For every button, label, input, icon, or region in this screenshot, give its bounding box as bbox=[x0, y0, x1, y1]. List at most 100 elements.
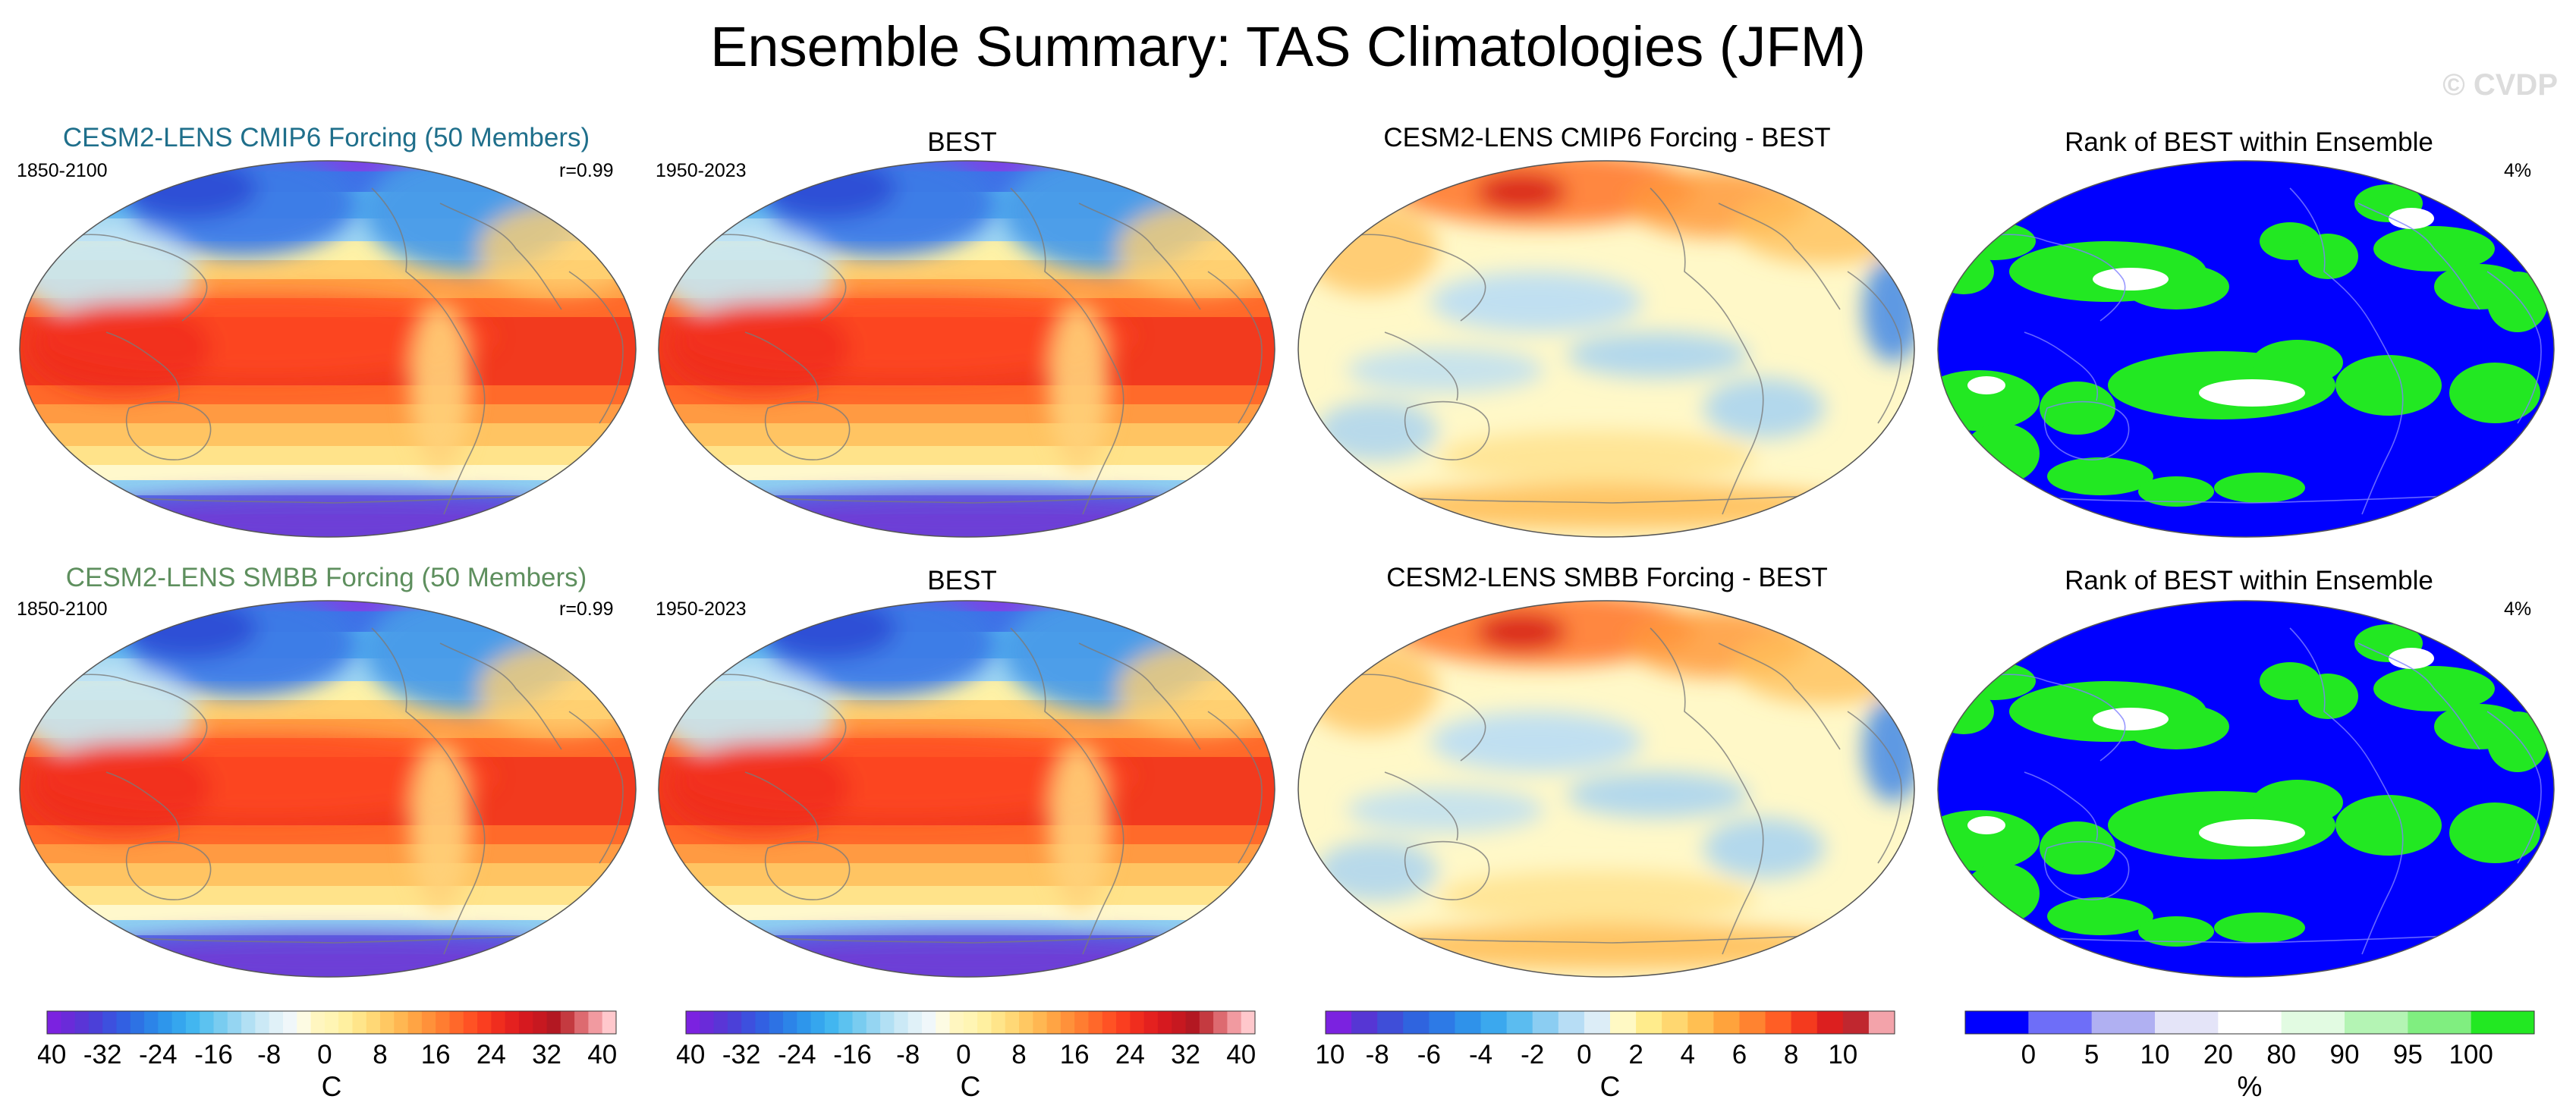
colorbar-frame bbox=[46, 1010, 617, 1035]
map-panel-cmip6-difference bbox=[1297, 160, 1915, 538]
colorbar-swatch bbox=[88, 1011, 103, 1034]
colorbar-tick-label: 8 bbox=[1011, 1040, 1026, 1069]
colorbar-swatch bbox=[1739, 1011, 1766, 1034]
colorbar-swatch bbox=[227, 1011, 242, 1034]
colorbar-swatch bbox=[116, 1011, 131, 1034]
coastline-americas bbox=[1010, 187, 1124, 515]
map-border bbox=[1297, 600, 1915, 978]
warm-region-indonesia bbox=[669, 302, 851, 393]
warm-anomaly-antarctica bbox=[1362, 924, 1863, 969]
colorbar-swatch bbox=[1185, 1011, 1200, 1034]
map-border bbox=[19, 160, 637, 538]
colorbar-tick-label: -8 bbox=[1366, 1040, 1389, 1069]
colorbar-swatch bbox=[602, 1011, 617, 1034]
antarctic-cold bbox=[46, 934, 622, 977]
colorbar-swatch bbox=[727, 1011, 742, 1034]
colorbar-swatch bbox=[838, 1011, 854, 1034]
colorbar-swatch bbox=[797, 1011, 812, 1034]
panel-correlation-label: r=0.99 bbox=[559, 598, 614, 620]
colorbar-swatch bbox=[1713, 1011, 1740, 1034]
colorbar-swatch bbox=[991, 1011, 1006, 1034]
cold-region-asia bbox=[121, 161, 258, 218]
rank-high-patch bbox=[2138, 916, 2214, 947]
colorbar-swatch bbox=[1816, 1011, 1844, 1034]
colorbar-swatch bbox=[1532, 1011, 1559, 1034]
colorbar-swatch bbox=[1227, 1011, 1242, 1034]
panel-period-label: 1950-2023 bbox=[656, 598, 747, 620]
warm-region-atlantic bbox=[478, 643, 636, 734]
rank-high-patch bbox=[2040, 821, 2115, 875]
colorbar-swatch bbox=[1791, 1011, 1818, 1034]
coastline-australia bbox=[1404, 840, 1490, 900]
colorbar-tick-label: 16 bbox=[1060, 1040, 1090, 1069]
colorbar-tick-label: -40 bbox=[38, 1040, 66, 1069]
colorbar-swatch bbox=[741, 1011, 756, 1034]
colorbar-swatch bbox=[783, 1011, 797, 1034]
map-border bbox=[19, 600, 637, 978]
colorbar-swatch bbox=[880, 1011, 895, 1034]
warm-anomaly-southern-ocean bbox=[1438, 431, 1757, 484]
colorbar-swatch bbox=[2345, 1011, 2408, 1034]
warm-region-atlantic bbox=[478, 203, 636, 294]
colorbar-swatch bbox=[686, 1011, 700, 1034]
colorbar-swatch bbox=[477, 1011, 492, 1034]
latitude-band bbox=[659, 446, 1275, 466]
latitude-band bbox=[20, 920, 636, 936]
coastline-africa bbox=[2486, 711, 2542, 864]
colorbar-tick-label: 24 bbox=[1115, 1040, 1145, 1069]
colorbar-tick-label: 0 bbox=[317, 1040, 332, 1069]
coastline-maritime bbox=[744, 331, 819, 401]
cold-region-asia bbox=[121, 601, 258, 658]
colorbar-swatch bbox=[213, 1011, 228, 1034]
colorbar-swatch bbox=[282, 1011, 297, 1034]
colorbar-tick-label: 8 bbox=[1784, 1040, 1798, 1069]
colorbar-tick-label: 0 bbox=[956, 1040, 970, 1069]
colorbar-swatch bbox=[449, 1011, 464, 1034]
cool-anomaly-east-pacific bbox=[1567, 332, 1749, 378]
rank-high-patch bbox=[2138, 476, 2214, 507]
map-border bbox=[1297, 160, 1915, 538]
rank-mid-patch bbox=[2389, 648, 2434, 669]
colorbar-swatch bbox=[61, 1011, 76, 1034]
rank-high-patch bbox=[1964, 423, 2040, 484]
colorbar-tick-label: -32 bbox=[83, 1040, 122, 1069]
latitude-band bbox=[20, 446, 636, 466]
latitude-band bbox=[659, 863, 1275, 887]
colorbar-swatch bbox=[74, 1011, 90, 1034]
warm-anomaly-southern-ocean bbox=[1438, 871, 1757, 924]
colorbar-swatch bbox=[269, 1011, 284, 1034]
latitude-band bbox=[659, 844, 1275, 864]
latitude-band bbox=[20, 863, 636, 887]
rank-high-patch bbox=[2047, 897, 2153, 935]
rank-high-patch bbox=[2335, 795, 2442, 856]
coastline-africa bbox=[1207, 271, 1263, 424]
colorbar-swatch bbox=[185, 1011, 200, 1034]
rank-high-patch bbox=[2047, 457, 2153, 495]
colorbar-tick-label: -10 bbox=[1316, 1040, 1345, 1069]
panel-percent-label: 4% bbox=[2504, 160, 2532, 181]
coastline-maritime bbox=[105, 771, 180, 841]
coastline-maritime bbox=[2024, 331, 2098, 401]
colorbar-tick-label: -16 bbox=[833, 1040, 872, 1069]
coastline-africa bbox=[1847, 711, 1902, 864]
colorbar-tick-label: 5 bbox=[2084, 1040, 2099, 1069]
colorbar-swatch bbox=[546, 1011, 561, 1034]
colorbar-swatch bbox=[310, 1011, 326, 1034]
map-contents bbox=[659, 601, 1275, 977]
coastline-africa bbox=[1207, 711, 1263, 864]
colorbar-tick-label: 24 bbox=[477, 1040, 506, 1069]
panel-percent-label: 4% bbox=[2504, 598, 2532, 620]
colorbar-tick-label: 0 bbox=[2021, 1040, 2036, 1069]
rank-high-patch bbox=[2449, 363, 2540, 423]
colorbar-swatch bbox=[1377, 1011, 1404, 1034]
colorbar-swatch bbox=[1033, 1011, 1048, 1034]
colorbar-tick-label: 4 bbox=[1681, 1040, 1695, 1069]
rank-high-patch bbox=[2335, 355, 2442, 416]
colorbar-swatch bbox=[921, 1011, 936, 1034]
coastline-africa bbox=[2486, 271, 2542, 424]
panel-period-label: 1850-2100 bbox=[17, 160, 108, 181]
colorbar-tick-label: 8 bbox=[373, 1040, 387, 1069]
colorbar-unit-label: C bbox=[322, 1071, 342, 1102]
colorbar-swatch bbox=[421, 1011, 436, 1034]
coastline-australia bbox=[2043, 840, 2130, 900]
